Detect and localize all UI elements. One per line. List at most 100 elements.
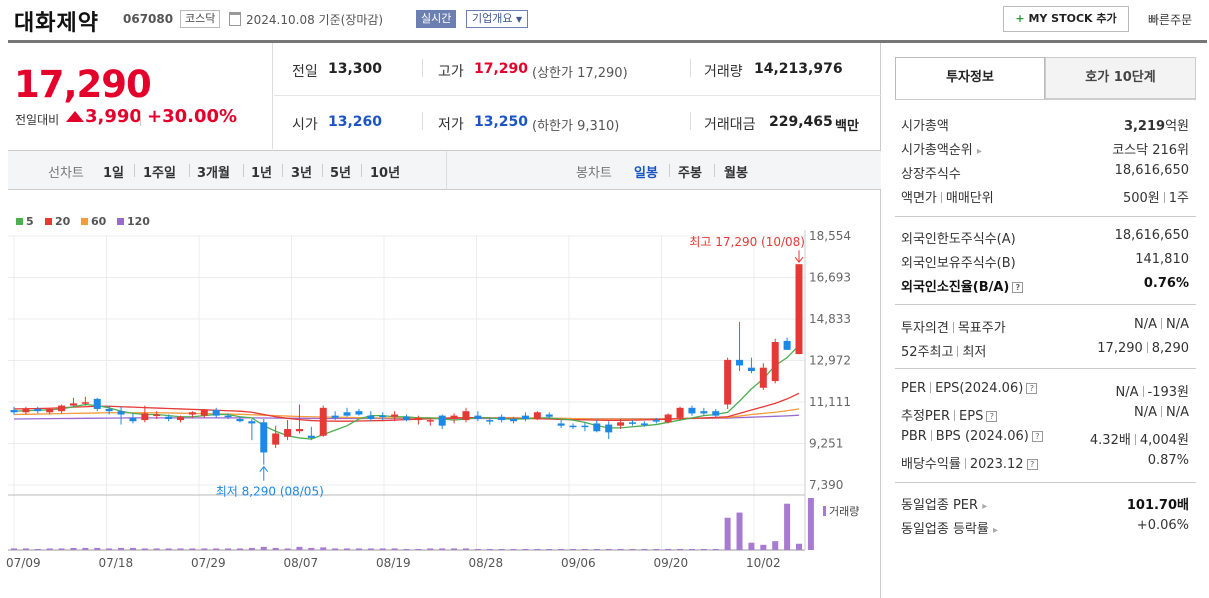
candle-body <box>545 414 553 417</box>
company-info-dropdown[interactable]: 기업개요 ▼ <box>466 10 529 28</box>
volume-bar <box>415 548 422 550</box>
current-price: 17,290 <box>14 63 152 106</box>
chart-period-bar: 선차트 1일 1주일 3개월 1년 3년 5년 10년 봉차트 일봉 주봉 월봉 <box>8 150 881 190</box>
lower-limit: (하한가 9,310) <box>532 119 620 134</box>
candle-chart-label: 봉차트 <box>576 166 612 181</box>
candle-body <box>581 425 589 428</box>
quote-date: 2024.10.08 기준(장마감) <box>246 13 384 27</box>
amount-label: 거래대금 <box>704 117 756 133</box>
candle-body <box>450 415 458 419</box>
period-1y[interactable]: 1년 <box>251 166 273 181</box>
info-label: 상장주식수 <box>901 167 961 182</box>
x-tick-label: 08/19 <box>376 556 411 570</box>
industry-change-link[interactable]: 동일업종 등락률 ▸ <box>901 522 999 537</box>
y-tick-label: 7,390 <box>809 478 843 492</box>
realtime-button[interactable]: 실시간 <box>416 10 457 28</box>
candle-weekly[interactable]: 주봉 <box>678 166 702 181</box>
candle-body <box>676 407 684 418</box>
candle-monthly[interactable]: 월봉 <box>724 166 748 181</box>
volume-bar <box>308 547 315 550</box>
volume-bar <box>724 517 731 550</box>
add-my-stock-button[interactable]: + MY STOCK 추가 <box>1003 6 1129 32</box>
volume-bar <box>153 548 160 550</box>
info-tabs: 투자정보 호가 10단계 <box>895 57 1196 99</box>
low-arrow-head <box>259 465 269 473</box>
candle-body <box>177 416 185 421</box>
volume-label: 거래량 <box>704 64 743 80</box>
info-label: 52주최고 최저 <box>901 345 987 360</box>
help-icon[interactable]: ? <box>986 411 998 422</box>
divider <box>690 112 691 130</box>
open-value: 13,260 <box>328 114 383 130</box>
candle-body <box>759 367 767 388</box>
info-row-est-per: 추정PER EPS? N/A N/A <box>901 403 1189 425</box>
tab-investment-info[interactable]: 투자정보 <box>895 57 1045 99</box>
candle-body <box>486 420 494 422</box>
tab-order-book[interactable]: 호가 10단계 <box>1045 57 1196 99</box>
volume-bar <box>225 548 232 550</box>
high-label: 고가 <box>438 64 464 80</box>
help-icon[interactable]: ? <box>1026 459 1038 470</box>
help-icon[interactable]: ? <box>1026 383 1038 394</box>
volume-bar <box>22 548 29 550</box>
candle-body <box>700 411 708 414</box>
chevron-right-icon: ▸ <box>993 525 999 536</box>
legend-label: 120 <box>127 215 150 228</box>
divider <box>422 112 423 130</box>
help-icon[interactable]: ? <box>1012 282 1024 293</box>
quote-row: 시가 13,260 저가 13,250 (하한가 9,310) 거래대금 229… <box>274 96 881 149</box>
info-value: 4.32배 4,004원 <box>1089 433 1189 448</box>
low-label: 저가 <box>438 117 464 133</box>
help-icon[interactable]: ? <box>1031 431 1043 442</box>
info-row-foreign-limit: 외국인한도주식수(A) 18,616,650 <box>901 226 1189 248</box>
volume-bar <box>391 548 398 550</box>
period-1d[interactable]: 1일 <box>103 166 125 181</box>
candle-body <box>212 410 220 416</box>
x-tick-label: 07/18 <box>99 556 134 570</box>
candle-body <box>46 408 54 413</box>
volume-bar <box>439 548 446 550</box>
candle-daily[interactable]: 일봉 <box>634 166 658 181</box>
period-3y[interactable]: 3년 <box>291 166 313 181</box>
period-10y[interactable]: 10년 <box>370 166 401 181</box>
info-value: 101.70배 <box>1126 498 1189 513</box>
info-row-par: 액면가 매매단위 500원 1주 <box>901 185 1189 207</box>
volume-bar <box>629 548 636 550</box>
high-arrow-head <box>794 256 804 263</box>
divider <box>669 164 670 177</box>
info-value: 0.76% <box>1143 276 1189 291</box>
industry-per-link[interactable]: 동일업종 PER ▸ <box>901 498 988 513</box>
candle-body <box>117 411 125 415</box>
rank-link[interactable]: 시가총액순위 ▸ <box>901 143 982 158</box>
period-5y[interactable]: 5년 <box>330 166 352 181</box>
info-label: 외국인한도주식수(A) <box>901 232 1016 247</box>
candle-body <box>533 412 541 419</box>
info-value: N/A -193원 <box>1115 385 1189 400</box>
info-box: 시가총액 3,219억원 시가총액순위 ▸ 코스닥 216위 상장주식수 18,… <box>895 99 1196 544</box>
volume-bar <box>189 548 196 550</box>
period-3m[interactable]: 3개월 <box>197 166 230 181</box>
y-tick-label: 11,111 <box>809 395 851 409</box>
volume-value: 14,213,976 <box>754 61 843 77</box>
stock-chart[interactable]: 18,554 16,693 14,833 12,972 11,111 9,251 7,390… <box>0 200 880 598</box>
divider <box>140 112 141 126</box>
volume-bar <box>177 548 184 550</box>
y-tick-label: 14,833 <box>809 312 851 326</box>
legend-label: 5 <box>26 215 34 228</box>
info-value: 141,810 <box>1135 252 1189 267</box>
divider <box>895 368 1196 369</box>
candle-body <box>307 435 315 438</box>
candle-body <box>10 410 18 413</box>
volume-bar <box>641 548 648 550</box>
price-change: 3,990 <box>85 106 142 127</box>
change-label: 전일대비 <box>15 113 60 127</box>
period-1w[interactable]: 1주일 <box>143 166 176 181</box>
candle-body <box>248 421 256 424</box>
candle-body <box>403 416 410 421</box>
plus-icon: + <box>1015 12 1025 25</box>
candle-body <box>593 423 601 432</box>
chevron-right-icon: ▸ <box>976 146 982 157</box>
info-label: 시가총액 <box>901 119 949 134</box>
quick-order-link[interactable]: 빠른주문 <box>1148 13 1193 27</box>
y-tick-label: 9,251 <box>809 437 843 451</box>
